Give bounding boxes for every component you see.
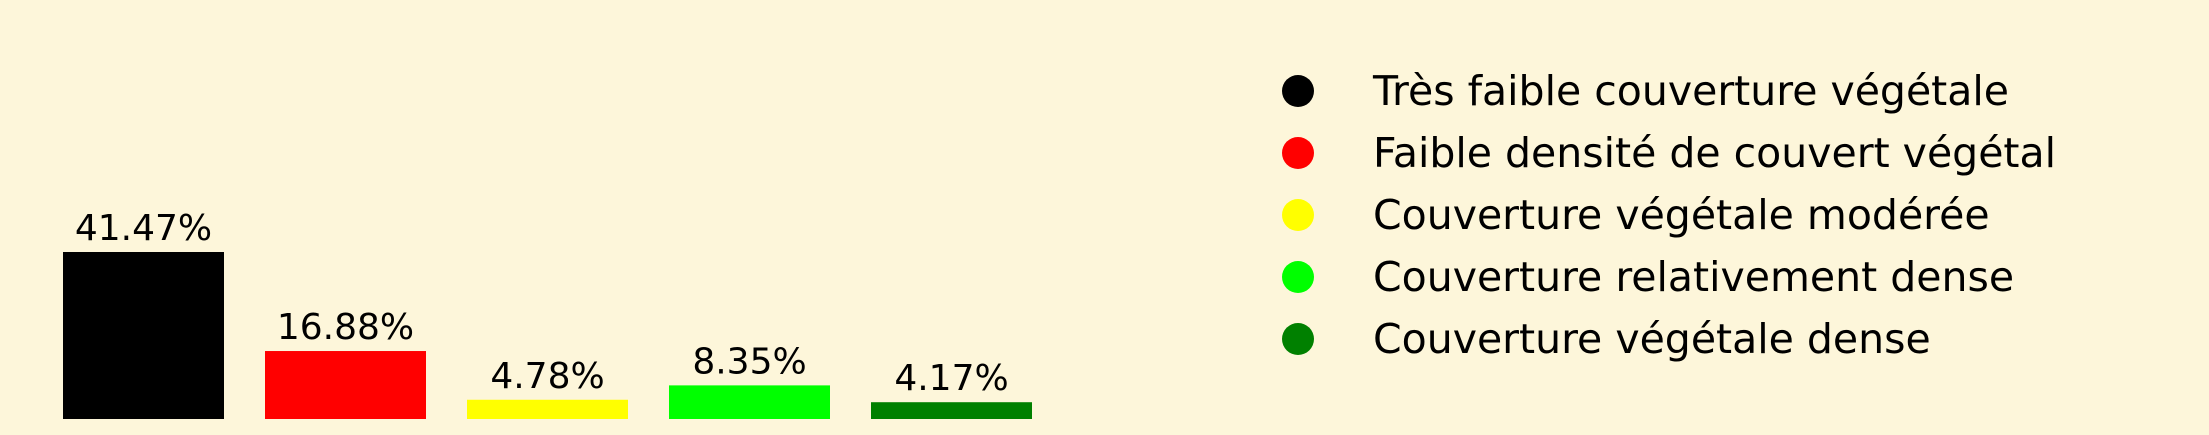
legend-label-2: Faible densité de couvert végétal (1373, 129, 2056, 177)
legend-label-3: Couverture végétale modérée (1373, 191, 1990, 239)
legend-label-5: Couverture végétale dense (1373, 315, 1931, 363)
legend-marker-2 (1282, 137, 1314, 169)
bar-value-label-2: 16.88% (277, 307, 414, 348)
legend-marker-3 (1282, 199, 1314, 231)
bar-3 (467, 399, 628, 419)
legend-marker-4 (1282, 261, 1314, 293)
bar-value-label-4: 8.35% (692, 341, 806, 382)
legend-marker-1 (1282, 75, 1314, 107)
bars-group: 41.47% 16.88% 4.78% 8.35% 4.17% (63, 208, 1032, 419)
bar-value-label-1: 41.47% (75, 208, 212, 249)
bar-4 (669, 385, 830, 419)
bar-2 (265, 351, 426, 419)
legend: Très faible couverture végétale Faible de… (1282, 67, 2056, 363)
bar-5 (871, 402, 1032, 419)
bar-value-label-5: 4.17% (894, 358, 1008, 399)
bar-1 (63, 252, 224, 419)
legend-label-1: Très faible couverture végétale (1372, 67, 2009, 115)
bar-value-label-3: 4.78% (490, 356, 604, 397)
legend-marker-5 (1282, 323, 1314, 355)
legend-label-4: Couverture relativement dense (1373, 253, 2014, 301)
